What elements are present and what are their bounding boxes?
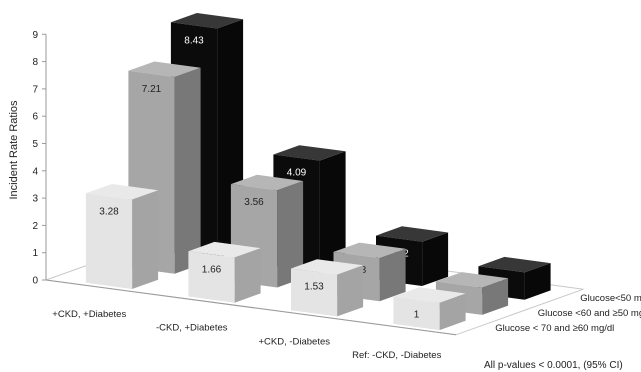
bar-value-label: 1 (414, 310, 420, 321)
y-tick-label: 1 (32, 248, 38, 259)
bar-top (85, 184, 159, 200)
bar-side (319, 151, 346, 273)
y-tick-label: 5 (32, 139, 38, 150)
bar-top (291, 259, 364, 275)
bar-top (273, 145, 346, 161)
y-tick-label: 0 (32, 276, 38, 287)
bar-front (85, 193, 133, 289)
bar-value-label: 4.09 (287, 168, 307, 179)
y-tick-label: 4 (32, 166, 38, 177)
bar-side (524, 263, 551, 300)
bar-top (170, 13, 244, 29)
bar-top (435, 272, 509, 288)
bar: 3.28 (85, 184, 159, 289)
bar-value-label: 7.21 (142, 84, 162, 95)
y-tick-label: 8 (32, 57, 38, 68)
bar-top (478, 256, 551, 273)
x-tick-label: +CKD, +Diabetes (52, 309, 126, 320)
bars: 8.434.091.6217.213.561.5813.281.661.531 (85, 13, 551, 331)
series-label: Glucose < 70 and ≥60 mg/dl (495, 323, 614, 334)
bar-value-label: 3.56 (244, 197, 264, 208)
x-tick-label: -CKD, +Diabetes (156, 323, 228, 334)
y-tick-label: 6 (32, 112, 38, 123)
bar-side (132, 190, 159, 289)
bar: 1 (393, 287, 466, 331)
bar-top (128, 61, 201, 77)
footnote: All p-values < 0.0001, (95% CI) (484, 360, 623, 371)
bar: 1.53 (291, 259, 364, 317)
bar-top (376, 226, 449, 242)
y-tick-label: 9 (32, 30, 38, 41)
bar-value-label: 3.28 (99, 206, 119, 217)
bar-top (393, 287, 466, 303)
y-tick-label: 3 (32, 194, 38, 205)
x-tick-label: +CKD, -Diabetes (258, 336, 330, 347)
y-tick-label: 7 (32, 84, 38, 95)
bar: 3.56 (230, 174, 304, 288)
x-tick-label: Ref: -CKD, -Diabetes (352, 350, 441, 361)
bar-side (277, 181, 304, 288)
bar-front (188, 251, 235, 303)
bar-top (333, 242, 406, 259)
bar-value-label: 1.53 (304, 282, 324, 293)
bar: 1.66 (188, 241, 261, 303)
bar-side (337, 265, 364, 317)
bar-side (379, 248, 406, 302)
x-axis-line (45, 279, 457, 336)
y-tick-label: 2 (32, 221, 38, 232)
bar-side (439, 293, 466, 331)
series-label: Glucose<50 mg/dl (580, 293, 641, 304)
bar-value-label: 1.66 (202, 264, 222, 275)
bar-top (230, 174, 304, 191)
series-label: Glucose <60 and ≥50 mg/dl (538, 308, 641, 319)
bar-side (234, 248, 261, 303)
bar-front (393, 296, 440, 331)
bar-value-label: 8.43 (184, 35, 204, 46)
bar-side (174, 67, 201, 274)
bar-side (482, 278, 509, 315)
y-axis-label: Incident Rate Ratios (8, 100, 20, 200)
y-axis: 0 1 2 3 4 5 6 7 8 9 +CKD, +Diabetes -CKD, +Diabetes… (32, 30, 641, 361)
bar-front (291, 268, 338, 317)
bar-top (188, 241, 261, 258)
bar-side (422, 232, 449, 286)
